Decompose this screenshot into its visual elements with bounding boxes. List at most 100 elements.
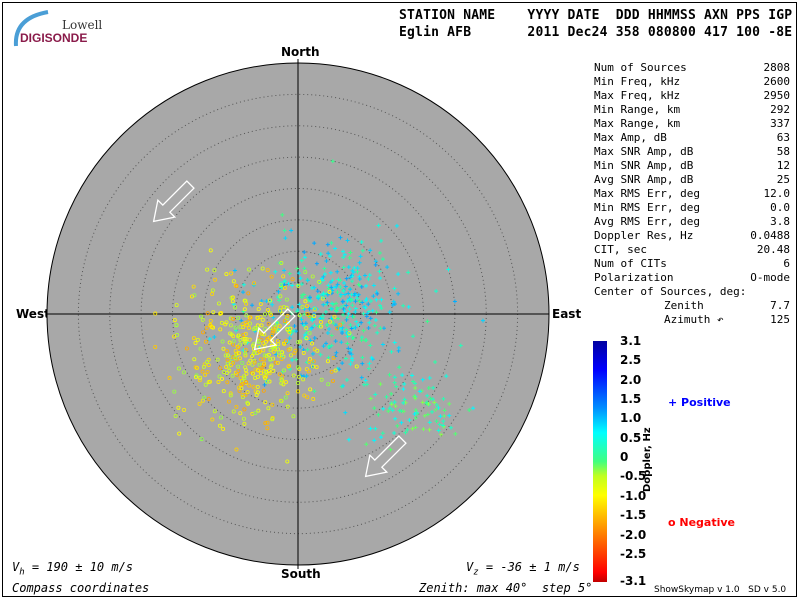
source-point-positive <box>349 326 354 331</box>
source-point-positive <box>302 266 307 271</box>
source-point-negative <box>174 323 179 328</box>
stat-value: O-mode <box>750 271 790 284</box>
source-point-positive <box>241 282 246 287</box>
source-point-negative <box>236 351 241 356</box>
source-point-negative <box>305 395 310 400</box>
stat-label: Doppler Res, Hz <box>594 229 694 242</box>
source-point-positive <box>329 285 334 290</box>
source-point-negative <box>210 292 215 297</box>
source-point-positive <box>264 299 269 304</box>
source-point-positive <box>387 310 392 315</box>
source-point-negative <box>266 321 271 326</box>
source-point-negative <box>248 315 253 320</box>
source-point-positive <box>342 252 347 257</box>
source-point-negative <box>239 386 244 391</box>
source-point-negative <box>238 411 243 416</box>
source-point-positive <box>312 335 317 340</box>
source-point-negative <box>189 294 194 299</box>
source-point-negative <box>220 376 225 381</box>
source-point-positive <box>436 405 441 410</box>
source-point-positive <box>368 426 373 431</box>
source-point-negative <box>242 340 247 345</box>
source-point-positive <box>345 341 350 346</box>
legend-positive: + Positive <box>668 396 731 409</box>
source-point-positive <box>363 298 368 303</box>
source-point-positive <box>360 355 365 360</box>
source-point-positive <box>356 323 361 328</box>
source-point-positive <box>434 402 439 407</box>
legend-negative: o Negative <box>668 516 735 529</box>
source-point-positive <box>446 267 451 272</box>
source-point-positive <box>425 393 430 398</box>
source-point-positive <box>312 285 317 290</box>
source-point-positive <box>364 314 369 319</box>
source-point-positive <box>347 307 352 312</box>
source-point-negative <box>218 366 223 371</box>
stat-label: Max SNR Amp, dB <box>594 145 694 158</box>
source-point-negative <box>218 327 223 332</box>
source-point-positive <box>392 430 397 435</box>
source-point-negative <box>267 379 272 384</box>
source-point-negative <box>218 311 223 316</box>
source-point-negative <box>256 408 261 413</box>
source-point-negative <box>174 303 179 308</box>
source-point-negative <box>200 317 205 322</box>
stat-value: 58 <box>776 145 790 158</box>
stat-label: Max Freq, kHz <box>594 89 681 102</box>
source-point-positive <box>379 306 384 311</box>
source-point-positive <box>344 303 349 308</box>
source-point-negative <box>307 331 312 336</box>
source-point-positive <box>344 276 349 281</box>
source-point-positive <box>397 365 402 370</box>
source-point-negative <box>317 279 322 284</box>
source-point-positive <box>366 277 371 282</box>
source-point-negative <box>240 381 245 386</box>
logo-swoosh-icon <box>13 10 49 47</box>
colorbar-tick: -2.0 <box>620 527 647 542</box>
source-point-positive <box>334 308 339 313</box>
source-point-positive <box>364 382 369 387</box>
source-point-positive <box>316 293 321 298</box>
source-point-positive <box>287 271 292 276</box>
source-point-positive <box>345 330 350 335</box>
source-point-negative <box>225 353 230 358</box>
source-point-positive <box>288 367 293 372</box>
source-point-negative <box>291 414 296 419</box>
source-point-positive <box>349 273 354 278</box>
source-point-negative <box>318 324 323 329</box>
logo-digisonde: DIGISONDE <box>20 31 88 45</box>
stat-row: CIT, sec 20.48 <box>594 243 790 257</box>
source-point-positive <box>329 343 334 348</box>
source-point-negative <box>329 369 334 374</box>
source-point-positive <box>312 389 317 394</box>
source-point-positive <box>403 430 408 435</box>
colorbar-tick: -0.5 <box>620 469 647 484</box>
source-point-negative <box>242 307 247 312</box>
source-point-positive <box>393 404 398 409</box>
source-point-positive <box>324 341 329 346</box>
stat-row: Max RMS Err, deg 12.0 <box>594 187 790 201</box>
source-point-negative <box>275 320 280 325</box>
source-point-negative <box>246 361 251 366</box>
source-point-negative <box>242 374 247 379</box>
source-point-negative <box>233 325 238 330</box>
source-point-negative <box>253 375 258 380</box>
source-point-positive <box>372 438 377 443</box>
source-point-positive <box>308 326 313 331</box>
zenith-label: Zenith <box>664 299 704 312</box>
source-point-positive <box>448 425 453 430</box>
source-point-positive <box>341 312 346 317</box>
source-point-positive <box>283 279 288 284</box>
source-point-negative <box>293 348 298 353</box>
source-point-positive <box>345 315 350 320</box>
colorbar-tick: -1.0 <box>620 488 647 503</box>
source-point-positive <box>371 283 376 288</box>
source-point-negative <box>312 314 317 319</box>
source-point-negative <box>263 339 268 344</box>
stat-row: Min Range, km 292 <box>594 103 790 117</box>
source-point-negative <box>263 421 268 426</box>
source-point-positive <box>299 295 304 300</box>
source-point-negative <box>181 370 186 375</box>
source-point-negative <box>197 378 202 383</box>
